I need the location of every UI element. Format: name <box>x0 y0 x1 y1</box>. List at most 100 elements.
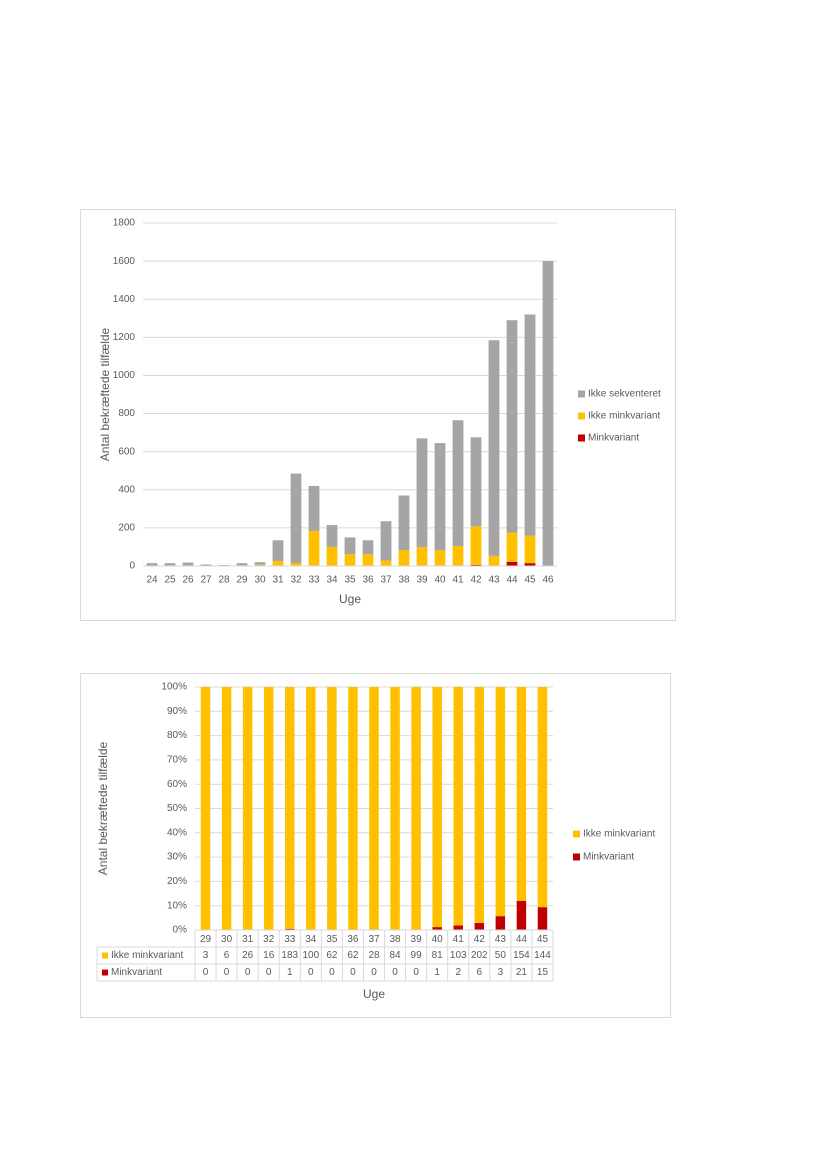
y-tick-label: 1000 <box>113 370 136 381</box>
bar-segment <box>369 687 378 930</box>
legend-label: Ikke minkvariant <box>583 829 655 840</box>
table-cell: 99 <box>411 950 423 961</box>
x-tick-label: 26 <box>182 575 194 586</box>
table-cell: 183 <box>281 950 298 961</box>
x-tick-label: 45 <box>524 575 536 586</box>
x-tick-label: 36 <box>362 575 374 586</box>
bar-segment <box>306 687 315 930</box>
table-cell: 26 <box>242 950 254 961</box>
table-cell: 16 <box>263 950 275 961</box>
x-tick-label: 40 <box>432 934 444 945</box>
y-tick-label: 30% <box>167 852 187 863</box>
x-tick-label: 32 <box>263 934 275 945</box>
table-cell: 0 <box>371 967 377 978</box>
x-tick-label: 36 <box>347 934 359 945</box>
table-cell: 0 <box>266 967 272 978</box>
x-tick-label: 41 <box>452 575 464 586</box>
x-tick-label: 24 <box>146 575 158 586</box>
table-cell: 2 <box>455 967 461 978</box>
table-cell: 0 <box>413 967 419 978</box>
x-tick-label: 42 <box>470 575 482 586</box>
bar-segment <box>273 540 284 561</box>
bar-segment <box>538 907 547 930</box>
table-swatch <box>102 970 108 976</box>
table-cell: 0 <box>245 967 251 978</box>
table-cell: 3 <box>203 950 209 961</box>
bar-segment <box>517 901 526 930</box>
y-tick-label: 400 <box>118 484 135 495</box>
table-cell: 0 <box>329 967 335 978</box>
bar-segment <box>327 547 338 566</box>
x-tick-label: 29 <box>200 934 212 945</box>
y-tick-label: 800 <box>118 408 135 419</box>
x-tick-label: 34 <box>305 934 317 945</box>
x-tick-label: 32 <box>290 575 302 586</box>
y-tick-label: 600 <box>118 446 135 457</box>
y-tick-label: 40% <box>167 827 187 838</box>
bar-segment <box>273 561 284 566</box>
bar-segment <box>453 546 464 566</box>
table-cell: 62 <box>326 950 338 961</box>
bar-segment <box>411 687 420 930</box>
bar-segment <box>525 314 536 535</box>
x-tick-label: 31 <box>272 575 284 586</box>
bar-segment <box>285 687 294 929</box>
y-tick-label: 60% <box>167 779 187 790</box>
legend-label: Ikke minkvariant <box>588 411 660 422</box>
bar-segment <box>471 437 482 526</box>
table-cell: 154 <box>513 950 530 961</box>
bar-segment <box>453 925 462 930</box>
bar-segment <box>327 687 336 930</box>
table-cell: 103 <box>450 950 467 961</box>
table-cell: 15 <box>537 967 549 978</box>
bar-segment <box>237 563 248 565</box>
y-tick-label: 200 <box>118 523 135 534</box>
x-tick-label: 34 <box>326 575 338 586</box>
table-cell: 28 <box>368 950 380 961</box>
y-tick-label: 100% <box>161 682 187 693</box>
table-cell: 6 <box>224 950 230 961</box>
table-cell: 0 <box>350 967 356 978</box>
table-cell: 3 <box>498 967 504 978</box>
bar-segment <box>417 547 428 566</box>
y-tick-label: 1200 <box>113 332 136 343</box>
bar-segment <box>291 474 302 563</box>
bar-segment <box>507 320 518 532</box>
legend-swatch <box>578 413 585 420</box>
bar-segment <box>489 340 500 556</box>
table-swatch <box>102 953 108 959</box>
bar-segment <box>345 554 356 566</box>
y-axis-label: Antal bekræftede tilfælde <box>98 327 112 461</box>
y-tick-label: 1600 <box>113 256 136 267</box>
bar-segment <box>255 562 266 565</box>
legend-label: Ikke sekventeret <box>588 389 661 400</box>
bar-segment <box>243 687 252 930</box>
x-axis-label: Uge <box>363 987 385 1001</box>
table-cell: 0 <box>203 967 209 978</box>
bar-segment <box>496 687 505 916</box>
chart-frame <box>81 210 676 621</box>
bar-segment <box>517 687 526 901</box>
bar-segment <box>453 687 462 925</box>
x-tick-label: 35 <box>344 575 356 586</box>
x-tick-label: 44 <box>516 934 528 945</box>
bar-segment <box>309 486 320 531</box>
x-tick-label: 33 <box>284 934 296 945</box>
x-tick-label: 38 <box>398 575 410 586</box>
x-tick-label: 31 <box>242 934 254 945</box>
table-cell: 0 <box>224 967 230 978</box>
legend-swatch <box>578 391 585 398</box>
x-tick-label: 27 <box>200 575 212 586</box>
x-tick-label: 37 <box>368 934 380 945</box>
y-tick-label: 1400 <box>113 294 136 305</box>
legend-swatch <box>573 831 580 838</box>
x-tick-label: 44 <box>506 575 518 586</box>
legend-label: Minkvariant <box>583 852 634 863</box>
y-tick-label: 0 <box>129 561 135 572</box>
table-cell: 202 <box>471 950 488 961</box>
table-cell: 50 <box>495 950 507 961</box>
y-tick-label: 50% <box>167 803 187 814</box>
bar-segment <box>475 687 484 923</box>
x-tick-label: 37 <box>380 575 392 586</box>
